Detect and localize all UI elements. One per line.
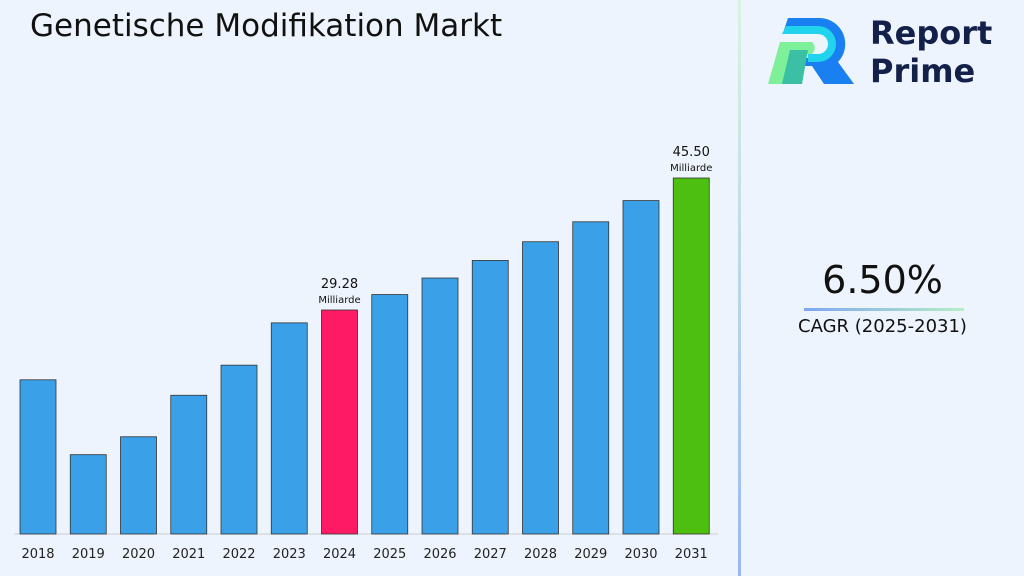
bar-2021	[170, 394, 208, 535]
bar-2027	[471, 260, 509, 535]
bar-2031	[672, 177, 710, 535]
x-tick-label: 2019	[72, 547, 105, 562]
bar-2026	[421, 277, 459, 535]
bar-2018	[19, 379, 57, 535]
cagr-label: CAGR (2025-2031)	[798, 316, 967, 337]
logo-line2: Prime	[870, 52, 976, 90]
bar-2030	[622, 200, 660, 535]
bar-2028	[522, 241, 559, 535]
x-tick-label: 2024	[323, 547, 356, 562]
x-tick-label: 2030	[624, 547, 657, 562]
chart-title: Genetische Modifikation Markt	[30, 8, 503, 44]
x-tick-label: 2031	[675, 547, 708, 562]
x-tick-label: 2020	[122, 547, 155, 562]
bar-2022	[220, 364, 258, 535]
x-tick-label: 2027	[474, 547, 507, 562]
data-label-value: 45.50	[673, 145, 710, 160]
x-tick-label: 2025	[373, 547, 406, 562]
bar-2029	[572, 221, 610, 535]
x-tick-label: 2018	[21, 547, 54, 562]
x-tick-label: 2028	[524, 547, 557, 562]
x-tick-label: 2023	[273, 547, 306, 562]
data-label-unit: Milliarde	[670, 163, 712, 174]
x-tick-label: 2026	[423, 547, 456, 562]
x-tick-label: 2029	[574, 547, 607, 562]
divider	[738, 0, 741, 576]
bar-2025	[371, 294, 409, 535]
x-tick-label: 2022	[222, 547, 255, 562]
data-label-value: 29.28	[321, 277, 358, 292]
report-prime-logo-icon	[768, 18, 854, 84]
cagr-value: 6.50%	[822, 258, 943, 302]
data-label-unit: Milliarde	[318, 295, 360, 306]
x-tick-label: 2021	[172, 547, 205, 562]
bar-2019	[69, 454, 107, 535]
bar-2023	[270, 322, 308, 535]
bar-2020	[120, 436, 157, 535]
logo-line1: Report	[870, 14, 993, 52]
bar-chart: 2018 2019 2020 2021 2022 2023 2024 2025 2026 2027…	[14, 145, 718, 562]
cagr-underline	[804, 308, 964, 311]
logo-text: Report Prime	[870, 14, 992, 90]
bar-2024	[321, 309, 358, 535]
